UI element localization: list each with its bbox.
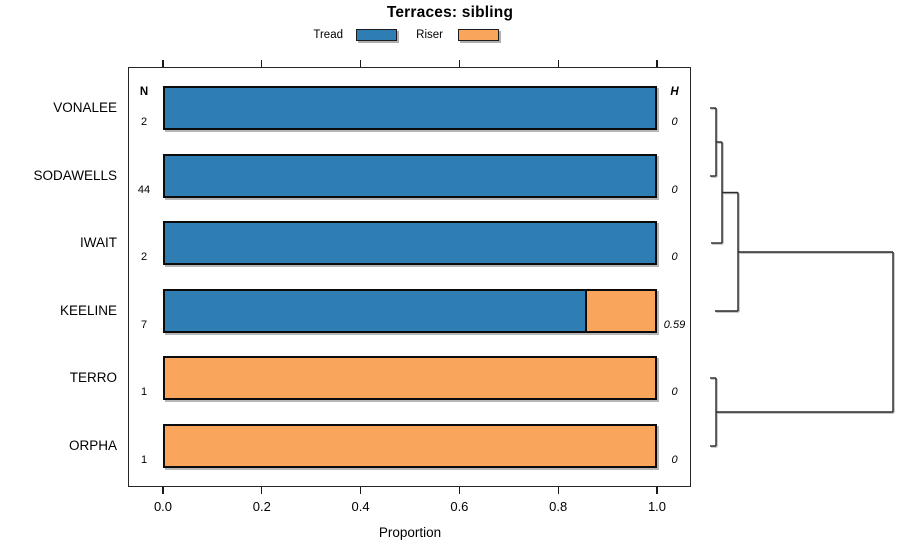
- x-tick-label: 0.8: [549, 499, 568, 514]
- x-tick: [656, 487, 658, 494]
- x-tick: [162, 487, 164, 494]
- x-tick-top: [557, 60, 559, 67]
- row-label-vonalee: VONALEE: [53, 100, 117, 115]
- legend-label-riser: Riser: [416, 29, 443, 41]
- x-tick: [458, 487, 461, 494]
- h-value: 0: [671, 386, 678, 398]
- h-value: 0: [671, 251, 678, 263]
- x-tick: [359, 487, 362, 494]
- x-tick: [261, 487, 263, 494]
- x-tick: [557, 487, 559, 494]
- stacked-bar-vonalee: [163, 86, 657, 130]
- row-label-terro: TERRO: [69, 370, 117, 385]
- stacked-bar-iwait: [163, 221, 657, 265]
- n-value: 1: [140, 386, 148, 398]
- n-value: 44: [137, 184, 151, 196]
- bar-segment-tread: [165, 88, 655, 128]
- h-value: 0: [671, 116, 678, 128]
- h-column-header: H: [670, 86, 679, 98]
- x-tick-top: [261, 60, 263, 67]
- legend-swatch-tread-icon: [356, 29, 397, 41]
- bar-segment-riser: [584, 291, 655, 331]
- bar-segment-riser: [165, 358, 655, 398]
- row-label-orpha: ORPHA: [68, 438, 117, 453]
- x-tick-label: 1.0: [647, 499, 667, 514]
- row-label-iwait: IWAIT: [80, 235, 117, 250]
- n-value: 2: [140, 251, 148, 263]
- h-value: 0.59: [663, 319, 686, 331]
- n-value: 2: [140, 116, 148, 128]
- row-label-keeline: KEELINE: [59, 303, 117, 318]
- stacked-bar-orpha: [163, 424, 657, 468]
- stacked-bar-terro: [163, 356, 657, 400]
- x-tick-label: 0.0: [153, 499, 173, 514]
- legend-swatch-riser-icon: [458, 29, 499, 41]
- h-value: 0: [671, 184, 678, 196]
- x-tick-top: [162, 60, 164, 67]
- bar-segment-tread: [165, 156, 655, 196]
- x-tick-label: 0.4: [351, 499, 370, 514]
- legend-label-tread: Tread: [313, 29, 343, 41]
- bar-segment-riser: [165, 426, 655, 466]
- chart-title: Terraces: sibling: [386, 4, 514, 21]
- stacked-bar-keeline: [163, 289, 657, 333]
- x-tick-top: [458, 60, 461, 67]
- n-value: 1: [140, 454, 148, 466]
- n-column-header: N: [139, 86, 149, 98]
- x-tick-top: [359, 60, 362, 67]
- x-tick-label: 0.6: [450, 499, 469, 514]
- h-value: 0: [671, 454, 678, 466]
- n-value: 7: [140, 319, 148, 331]
- x-tick-label: 0.2: [252, 499, 271, 514]
- x-tick-top: [656, 60, 658, 67]
- x-axis-title: Proportion: [378, 525, 442, 540]
- plot-frame: [128, 67, 691, 487]
- stacked-bar-sodawells: [163, 154, 657, 198]
- row-label-sodawells: SODAWELLS: [33, 168, 117, 183]
- bar-segment-tread: [165, 291, 585, 331]
- bar-segment-tread: [165, 223, 655, 263]
